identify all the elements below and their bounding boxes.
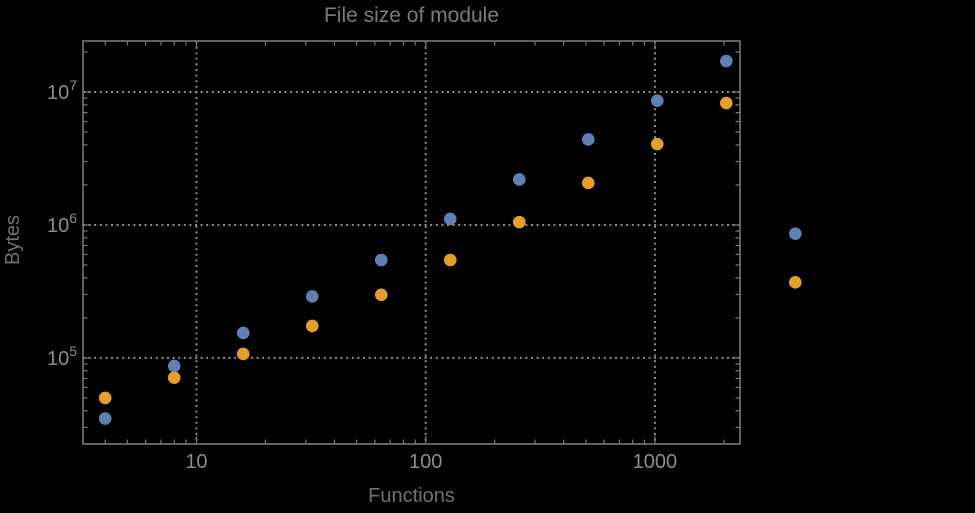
chart-title: File size of module <box>323 4 500 27</box>
data-point-series-2-orange <box>581 176 595 190</box>
x-tick-label: 10 <box>185 451 207 473</box>
data-point-series-2-orange <box>650 137 664 151</box>
data-point-series-1-blue <box>374 253 388 267</box>
data-point-series-1-blue <box>789 227 802 240</box>
data-point-series-1-blue <box>236 326 250 340</box>
data-point-series-2-orange <box>98 391 112 405</box>
data-point-series-2-orange <box>305 319 319 333</box>
data-point-series-1-blue <box>305 290 319 303</box>
data-point-series-2-orange <box>789 276 802 289</box>
data-point-series-1-blue <box>512 173 526 186</box>
y-tick-label: 105 <box>47 343 77 370</box>
x-tick-label: 1000 <box>633 451 678 473</box>
data-point-series-2-orange <box>167 371 181 384</box>
data-point-series-1-blue <box>167 359 181 373</box>
data-point-series-1-blue <box>98 412 112 425</box>
data-point-series-2-orange <box>720 96 733 110</box>
data-point-series-1-blue <box>650 94 664 108</box>
plot-frame <box>82 40 741 445</box>
y-tick-label: 107 <box>47 77 77 104</box>
data-point-series-2-orange <box>236 347 250 361</box>
x-tick-label: 100 <box>409 451 442 473</box>
data-point-series-1-blue <box>720 54 733 68</box>
data-point-series-2-orange <box>374 288 388 302</box>
data-point-series-2-orange <box>512 215 526 229</box>
data-point-series-2-orange <box>443 253 457 267</box>
data-point-series-1-blue <box>443 212 457 226</box>
y-tick-label: 106 <box>47 210 77 237</box>
data-point-series-1-blue <box>581 133 595 146</box>
x-axis-label: Functions <box>368 485 455 507</box>
